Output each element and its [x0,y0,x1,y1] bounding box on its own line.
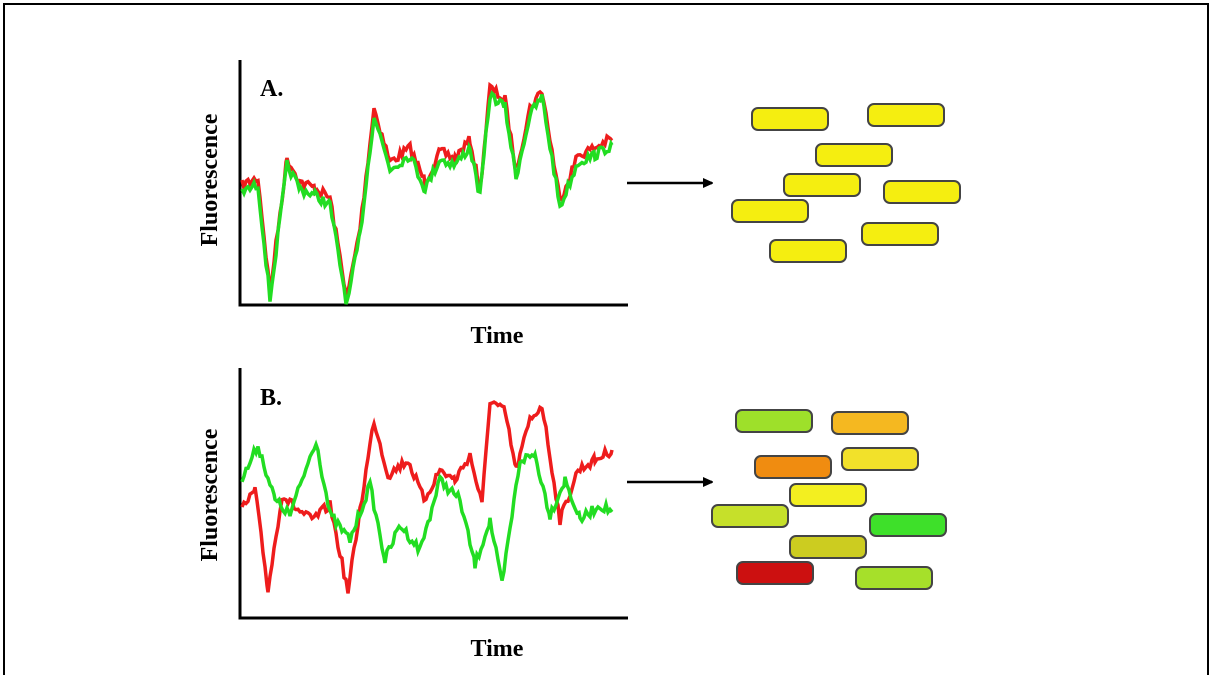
x-axis-label: Time [471,636,524,662]
panel-label: A. [260,76,283,102]
cell [831,411,909,435]
cell [789,535,867,559]
cell [883,180,961,204]
y-axis-label: Fluorescence [197,428,223,561]
cells [711,409,947,590]
axes [238,368,628,620]
cell [867,103,945,127]
cell [711,504,789,528]
cell [736,561,814,585]
cell [855,566,933,590]
cell [861,222,939,246]
traces [240,81,614,305]
cell [789,483,867,507]
traces [240,400,614,594]
cell [783,173,861,197]
x-axis-label: Time [471,323,524,349]
cell [735,409,813,433]
cells [731,103,961,263]
axes [238,60,628,307]
cell [841,447,919,471]
cell [869,513,947,537]
cell [751,107,829,131]
panel-a: A. Fluorescence Time [197,60,961,349]
green-trace [240,439,614,581]
panel-label: B. [260,385,282,411]
cell [754,455,832,479]
cell [769,239,847,263]
red-trace [240,400,614,594]
y-axis-label: Fluorescence [197,113,223,246]
cell [731,199,809,223]
cell [815,143,893,167]
green-trace [240,90,614,305]
panel-b: B. Fluorescence Time [197,368,947,662]
frame [3,3,1209,680]
